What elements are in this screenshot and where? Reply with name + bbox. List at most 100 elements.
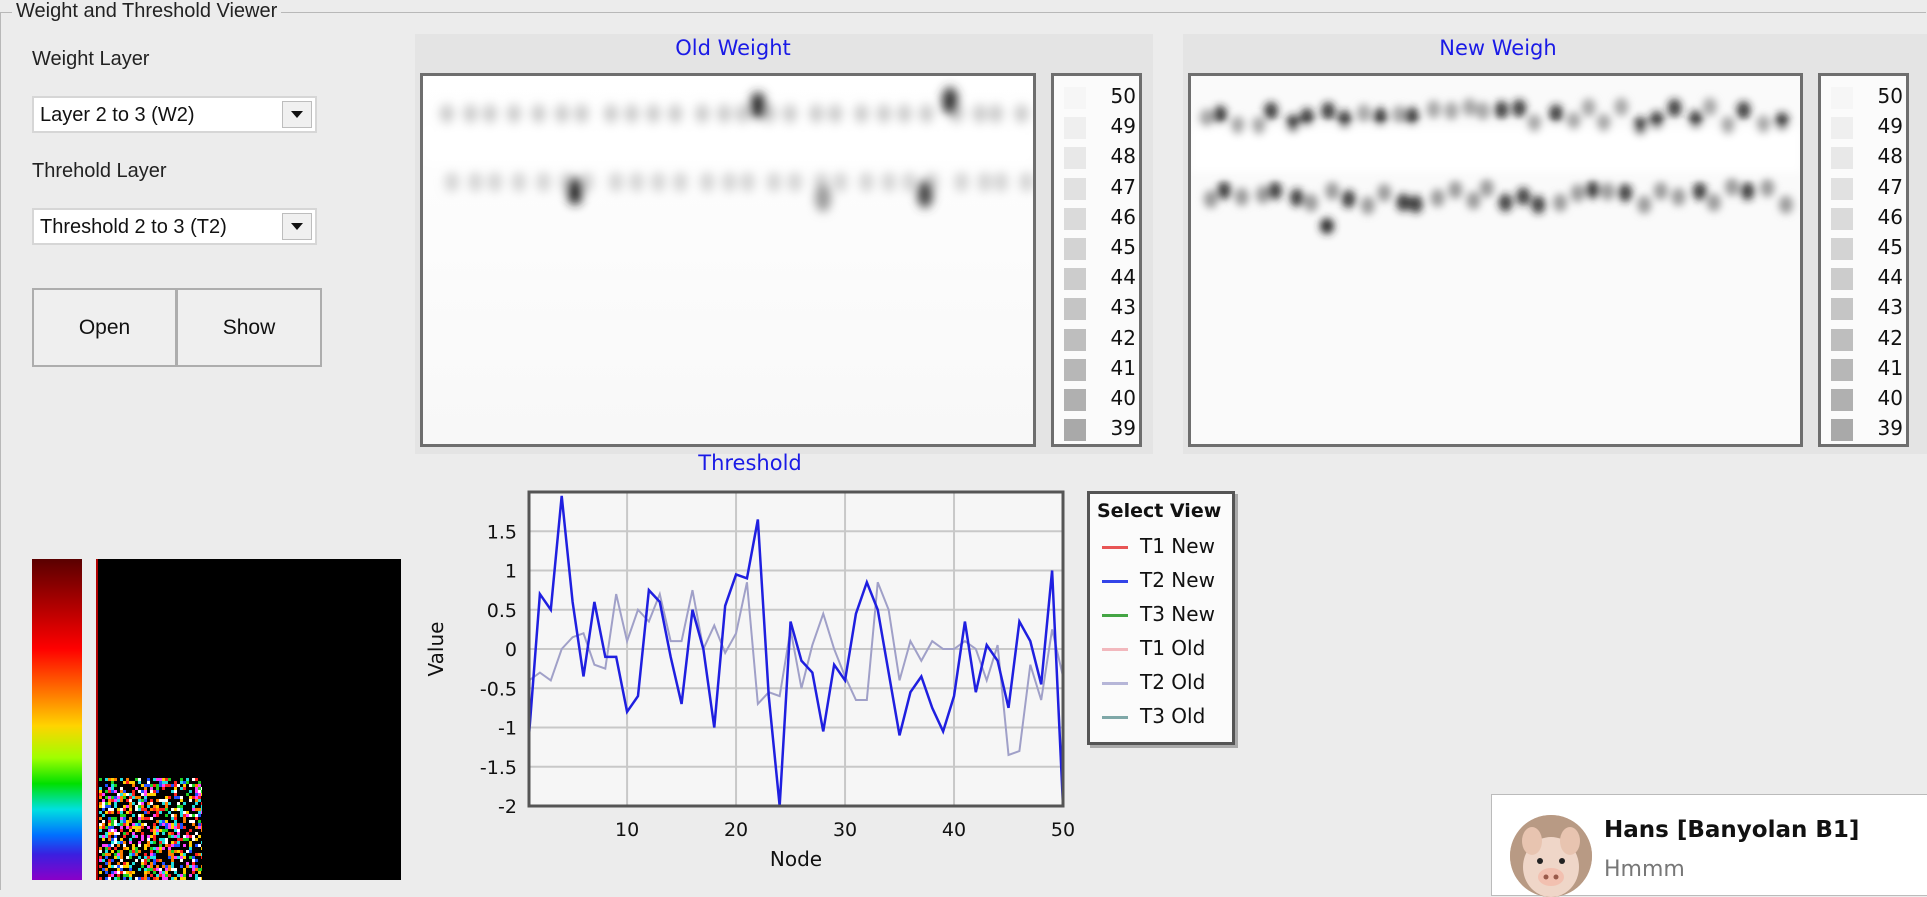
viewer-groupbox xyxy=(0,12,1926,890)
heat-legend-swatch xyxy=(1064,419,1086,442)
heat-legend-value: 45 xyxy=(1110,235,1136,259)
series-swatch xyxy=(1102,716,1128,719)
heat-legend-value: 49 xyxy=(1877,114,1903,139)
heat-legend-value: 50 xyxy=(1877,84,1903,108)
y-tick-label: -1 xyxy=(498,718,517,740)
old-weight-legend: 50 49 48 47 46 45 44 43 42 41 40 39 xyxy=(1051,73,1142,447)
heat-legend-entry: 43 xyxy=(1831,295,1903,321)
open-button[interactable]: Open xyxy=(32,288,177,367)
heat-legend-value: 42 xyxy=(1110,325,1136,350)
heat-legend-value: 47 xyxy=(1110,174,1136,199)
threshold-layer-select[interactable]: Threshold 2 to 3 (T2) xyxy=(32,208,317,245)
heat-legend-entry: 39 xyxy=(1831,416,1903,442)
heat-legend-swatch xyxy=(1831,268,1853,291)
heat-legend-entry: 48 xyxy=(1831,144,1903,170)
heat-legend-entry: 44 xyxy=(1831,265,1903,291)
heat-legend-entry: 40 xyxy=(1831,386,1903,411)
heat-legend-swatch xyxy=(1831,298,1853,321)
y-tick-label: 1 xyxy=(505,561,517,583)
heat-legend-value: 39 xyxy=(1877,416,1903,441)
threshold-chart: 1.5 1 0.5 0 -0.5 -1 -1.5 -2 10 20 30 40 50 Node Value xyxy=(424,490,1075,871)
series-label: T2 Old xyxy=(1140,670,1206,694)
heat-legend-swatch xyxy=(1831,328,1853,351)
y-tick-label: 0.5 xyxy=(487,600,517,622)
heat-legend-swatch xyxy=(1831,117,1853,140)
heat-legend-entry: 45 xyxy=(1064,235,1136,260)
new-weight-heatmap xyxy=(1188,73,1803,447)
group-title: Weight and Threshold Viewer xyxy=(12,0,282,23)
series-label: T1 Old xyxy=(1140,636,1206,660)
x-axis-label: Node xyxy=(770,847,822,871)
heat-legend-value: 49 xyxy=(1110,114,1136,139)
new-weight-legend: 50 49 48 47 46 45 44 43 42 41 40 39 xyxy=(1818,73,1909,447)
series-swatch xyxy=(1102,580,1128,583)
heat-legend-swatch xyxy=(1064,117,1086,140)
heat-legend-swatch xyxy=(1831,147,1853,170)
weight-layer-select[interactable]: Layer 2 to 3 (W2) xyxy=(32,96,317,133)
heat-legend-entry: 47 xyxy=(1064,174,1136,200)
y-tick-label: -0.5 xyxy=(480,678,517,700)
weight-layer-dropdown-arrow-icon[interactable] xyxy=(282,101,312,128)
series-label: T3 Old xyxy=(1140,704,1206,728)
threshold-layer-dropdown-arrow-icon[interactable] xyxy=(282,213,312,240)
heat-legend-swatch xyxy=(1064,268,1086,291)
heat-legend-entry: 46 xyxy=(1831,205,1903,230)
heat-legend-value: 48 xyxy=(1110,144,1136,169)
select-view-item[interactable]: T3 Old xyxy=(1102,704,1232,730)
heat-legend-value: 42 xyxy=(1877,325,1903,350)
heat-legend-entry: 48 xyxy=(1064,144,1136,170)
heat-legend-swatch xyxy=(1064,207,1086,230)
heat-legend-swatch xyxy=(1064,147,1086,170)
heat-legend-value: 46 xyxy=(1110,204,1136,229)
series-label: T2 New xyxy=(1140,568,1215,592)
select-view-item[interactable]: T2 New xyxy=(1102,568,1232,594)
series-swatch xyxy=(1102,648,1128,651)
heat-legend-entry: 41 xyxy=(1064,355,1136,381)
x-tick-label: 20 xyxy=(724,819,748,841)
heat-legend-value: 40 xyxy=(1110,386,1136,410)
heat-legend-value: 44 xyxy=(1110,265,1136,290)
y-tick-label: -2 xyxy=(498,796,517,818)
y-tick-label: 1.5 xyxy=(487,521,517,543)
select-view-item[interactable]: T1 Old xyxy=(1102,636,1232,662)
pig-avatar-graphic xyxy=(1510,815,1592,897)
old-weight-heatmap xyxy=(420,73,1036,447)
notification-message: Hmmm xyxy=(1604,857,1685,882)
heat-legend-swatch xyxy=(1064,389,1086,411)
series-label: T3 New xyxy=(1140,602,1215,626)
heat-legend-value: 45 xyxy=(1877,235,1903,259)
threshold-chart-title: Threshold xyxy=(698,451,802,475)
heat-legend-swatch xyxy=(1831,238,1853,260)
avatar xyxy=(1510,815,1592,897)
heat-legend-value: 41 xyxy=(1110,355,1136,380)
new-weight-title: New Weigh xyxy=(1439,36,1557,60)
series-swatch xyxy=(1102,682,1128,685)
select-view-item[interactable]: T2 Old xyxy=(1102,670,1232,696)
select-view-title: Select View xyxy=(1097,500,1222,522)
heat-legend-entry: 41 xyxy=(1831,355,1903,381)
heat-legend-value: 40 xyxy=(1877,386,1903,410)
heat-legend-swatch xyxy=(1831,389,1853,411)
heat-legend-entry: 42 xyxy=(1831,325,1903,351)
x-tick-label: 50 xyxy=(1051,819,1075,841)
chat-notification[interactable]: Hans [Banyolan B1] Hmmm xyxy=(1491,794,1927,897)
heat-legend-entry: 46 xyxy=(1064,204,1136,230)
heat-legend-value: 48 xyxy=(1877,144,1903,169)
heat-legend-value: 41 xyxy=(1877,355,1903,380)
show-button[interactable]: Show xyxy=(176,288,322,367)
heat-legend-swatch xyxy=(1064,177,1086,200)
heat-legend-entry: 45 xyxy=(1831,235,1903,260)
threshold-layer-value: Threshold 2 to 3 (T2) xyxy=(40,216,227,238)
weight-layer-value: Layer 2 to 3 (W2) xyxy=(40,104,195,126)
heat-legend-value: 43 xyxy=(1877,295,1903,320)
series-label: T1 New xyxy=(1140,534,1215,558)
old-weight-title: Old Weight xyxy=(675,36,791,60)
y-tick-label: -1.5 xyxy=(480,757,517,779)
x-tick-label: 30 xyxy=(833,819,857,841)
y-tick-label: 0 xyxy=(505,639,517,661)
select-view-item[interactable]: T1 New xyxy=(1102,534,1232,560)
select-view-item[interactable]: T3 New xyxy=(1102,602,1232,628)
series-swatch xyxy=(1102,546,1128,549)
heat-legend-entry: 40 xyxy=(1064,386,1136,411)
heat-legend-swatch xyxy=(1831,177,1853,200)
